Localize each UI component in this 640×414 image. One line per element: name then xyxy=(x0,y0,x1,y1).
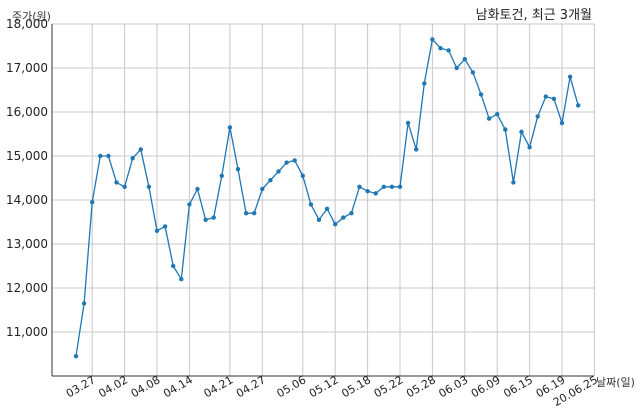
data-point xyxy=(268,178,273,183)
data-point xyxy=(373,191,378,196)
x-axis-label: 날짜(일) xyxy=(596,375,635,389)
y-axis-label: 주가(원) xyxy=(12,10,51,23)
y-tick-label: 16,000 xyxy=(6,105,48,119)
data-point xyxy=(179,277,184,282)
x-tick-label: 05.06 xyxy=(275,373,309,400)
data-point xyxy=(219,173,224,178)
y-tick-label: 14,000 xyxy=(6,193,48,207)
data-point xyxy=(138,147,143,152)
y-tick-label: 13,000 xyxy=(6,237,48,251)
price-series-line xyxy=(75,38,579,357)
x-tick-label: 05.28 xyxy=(404,373,438,400)
data-point xyxy=(389,184,395,189)
data-point xyxy=(81,301,87,306)
data-point xyxy=(551,96,557,102)
x-tick-label: 05.22 xyxy=(372,373,406,400)
data-point xyxy=(511,180,516,185)
data-point xyxy=(349,211,354,216)
data-point xyxy=(300,173,305,178)
data-point xyxy=(284,160,289,165)
data-point xyxy=(462,57,467,62)
x-tick-label: 04.14 xyxy=(161,373,195,400)
data-point xyxy=(543,94,548,99)
x-tick-label: 04.27 xyxy=(234,373,268,400)
x-tick-label: 06.15 xyxy=(501,373,535,400)
data-point xyxy=(381,184,386,189)
y-tick-label: 12,000 xyxy=(6,281,48,295)
data-point xyxy=(470,70,476,75)
data-point xyxy=(162,224,168,229)
data-point xyxy=(146,184,152,189)
data-point xyxy=(478,92,484,97)
data-point xyxy=(405,120,411,126)
data-point xyxy=(495,112,500,117)
data-point xyxy=(559,120,565,126)
x-tick-label: 04.02 xyxy=(96,373,130,400)
data-point xyxy=(527,145,532,150)
data-point xyxy=(503,127,508,132)
data-point xyxy=(276,169,281,174)
data-point xyxy=(235,167,241,172)
data-point xyxy=(106,153,111,159)
y-tick-label: 11,000 xyxy=(6,325,48,339)
data-point xyxy=(187,202,192,207)
data-point xyxy=(316,217,322,222)
data-point xyxy=(430,37,435,42)
data-point xyxy=(519,129,524,134)
data-point xyxy=(446,48,451,53)
data-point xyxy=(122,184,127,189)
series-layer xyxy=(73,37,581,359)
data-point xyxy=(114,180,119,185)
data-point xyxy=(203,217,208,222)
data-point xyxy=(365,189,370,194)
axis-layer xyxy=(51,24,594,377)
data-point xyxy=(243,211,249,216)
data-point xyxy=(154,228,160,233)
x-tick-label: 03.27 xyxy=(64,373,98,400)
data-point xyxy=(171,263,176,269)
x-tick-label: 05.18 xyxy=(339,373,373,400)
data-point xyxy=(90,200,95,205)
data-point xyxy=(438,46,443,51)
x-tick-label: 06.09 xyxy=(469,373,503,400)
data-point xyxy=(211,215,216,220)
data-point xyxy=(73,354,79,359)
data-point xyxy=(341,215,346,220)
grid-layer xyxy=(52,23,595,376)
data-point xyxy=(227,125,233,130)
y-tick-label: 15,000 xyxy=(6,149,48,163)
data-point xyxy=(98,153,103,159)
x-tick-label: 05.12 xyxy=(307,373,341,400)
data-point xyxy=(252,211,257,216)
data-point xyxy=(535,114,540,119)
x-tick-label: 06.03 xyxy=(437,373,471,400)
x-tick-label: 04.21 xyxy=(202,373,236,400)
y-tick-label: 17,000 xyxy=(6,61,48,75)
data-point xyxy=(292,158,297,163)
data-point xyxy=(454,65,459,71)
data-point xyxy=(308,202,314,207)
data-point xyxy=(130,156,135,161)
data-point xyxy=(397,184,403,189)
x-tick-label: 04.08 xyxy=(129,373,163,400)
data-point xyxy=(422,81,427,86)
data-point xyxy=(324,206,330,211)
data-point xyxy=(357,184,362,189)
data-point xyxy=(333,222,338,227)
data-point xyxy=(486,116,492,121)
data-point xyxy=(576,103,581,108)
chart-title: 남화토건, 최근 3개월 xyxy=(476,8,592,23)
data-point xyxy=(567,74,573,80)
data-point xyxy=(414,147,419,152)
data-point xyxy=(260,186,265,192)
y-tick-label: 18,000 xyxy=(6,17,48,31)
data-point xyxy=(195,186,200,192)
